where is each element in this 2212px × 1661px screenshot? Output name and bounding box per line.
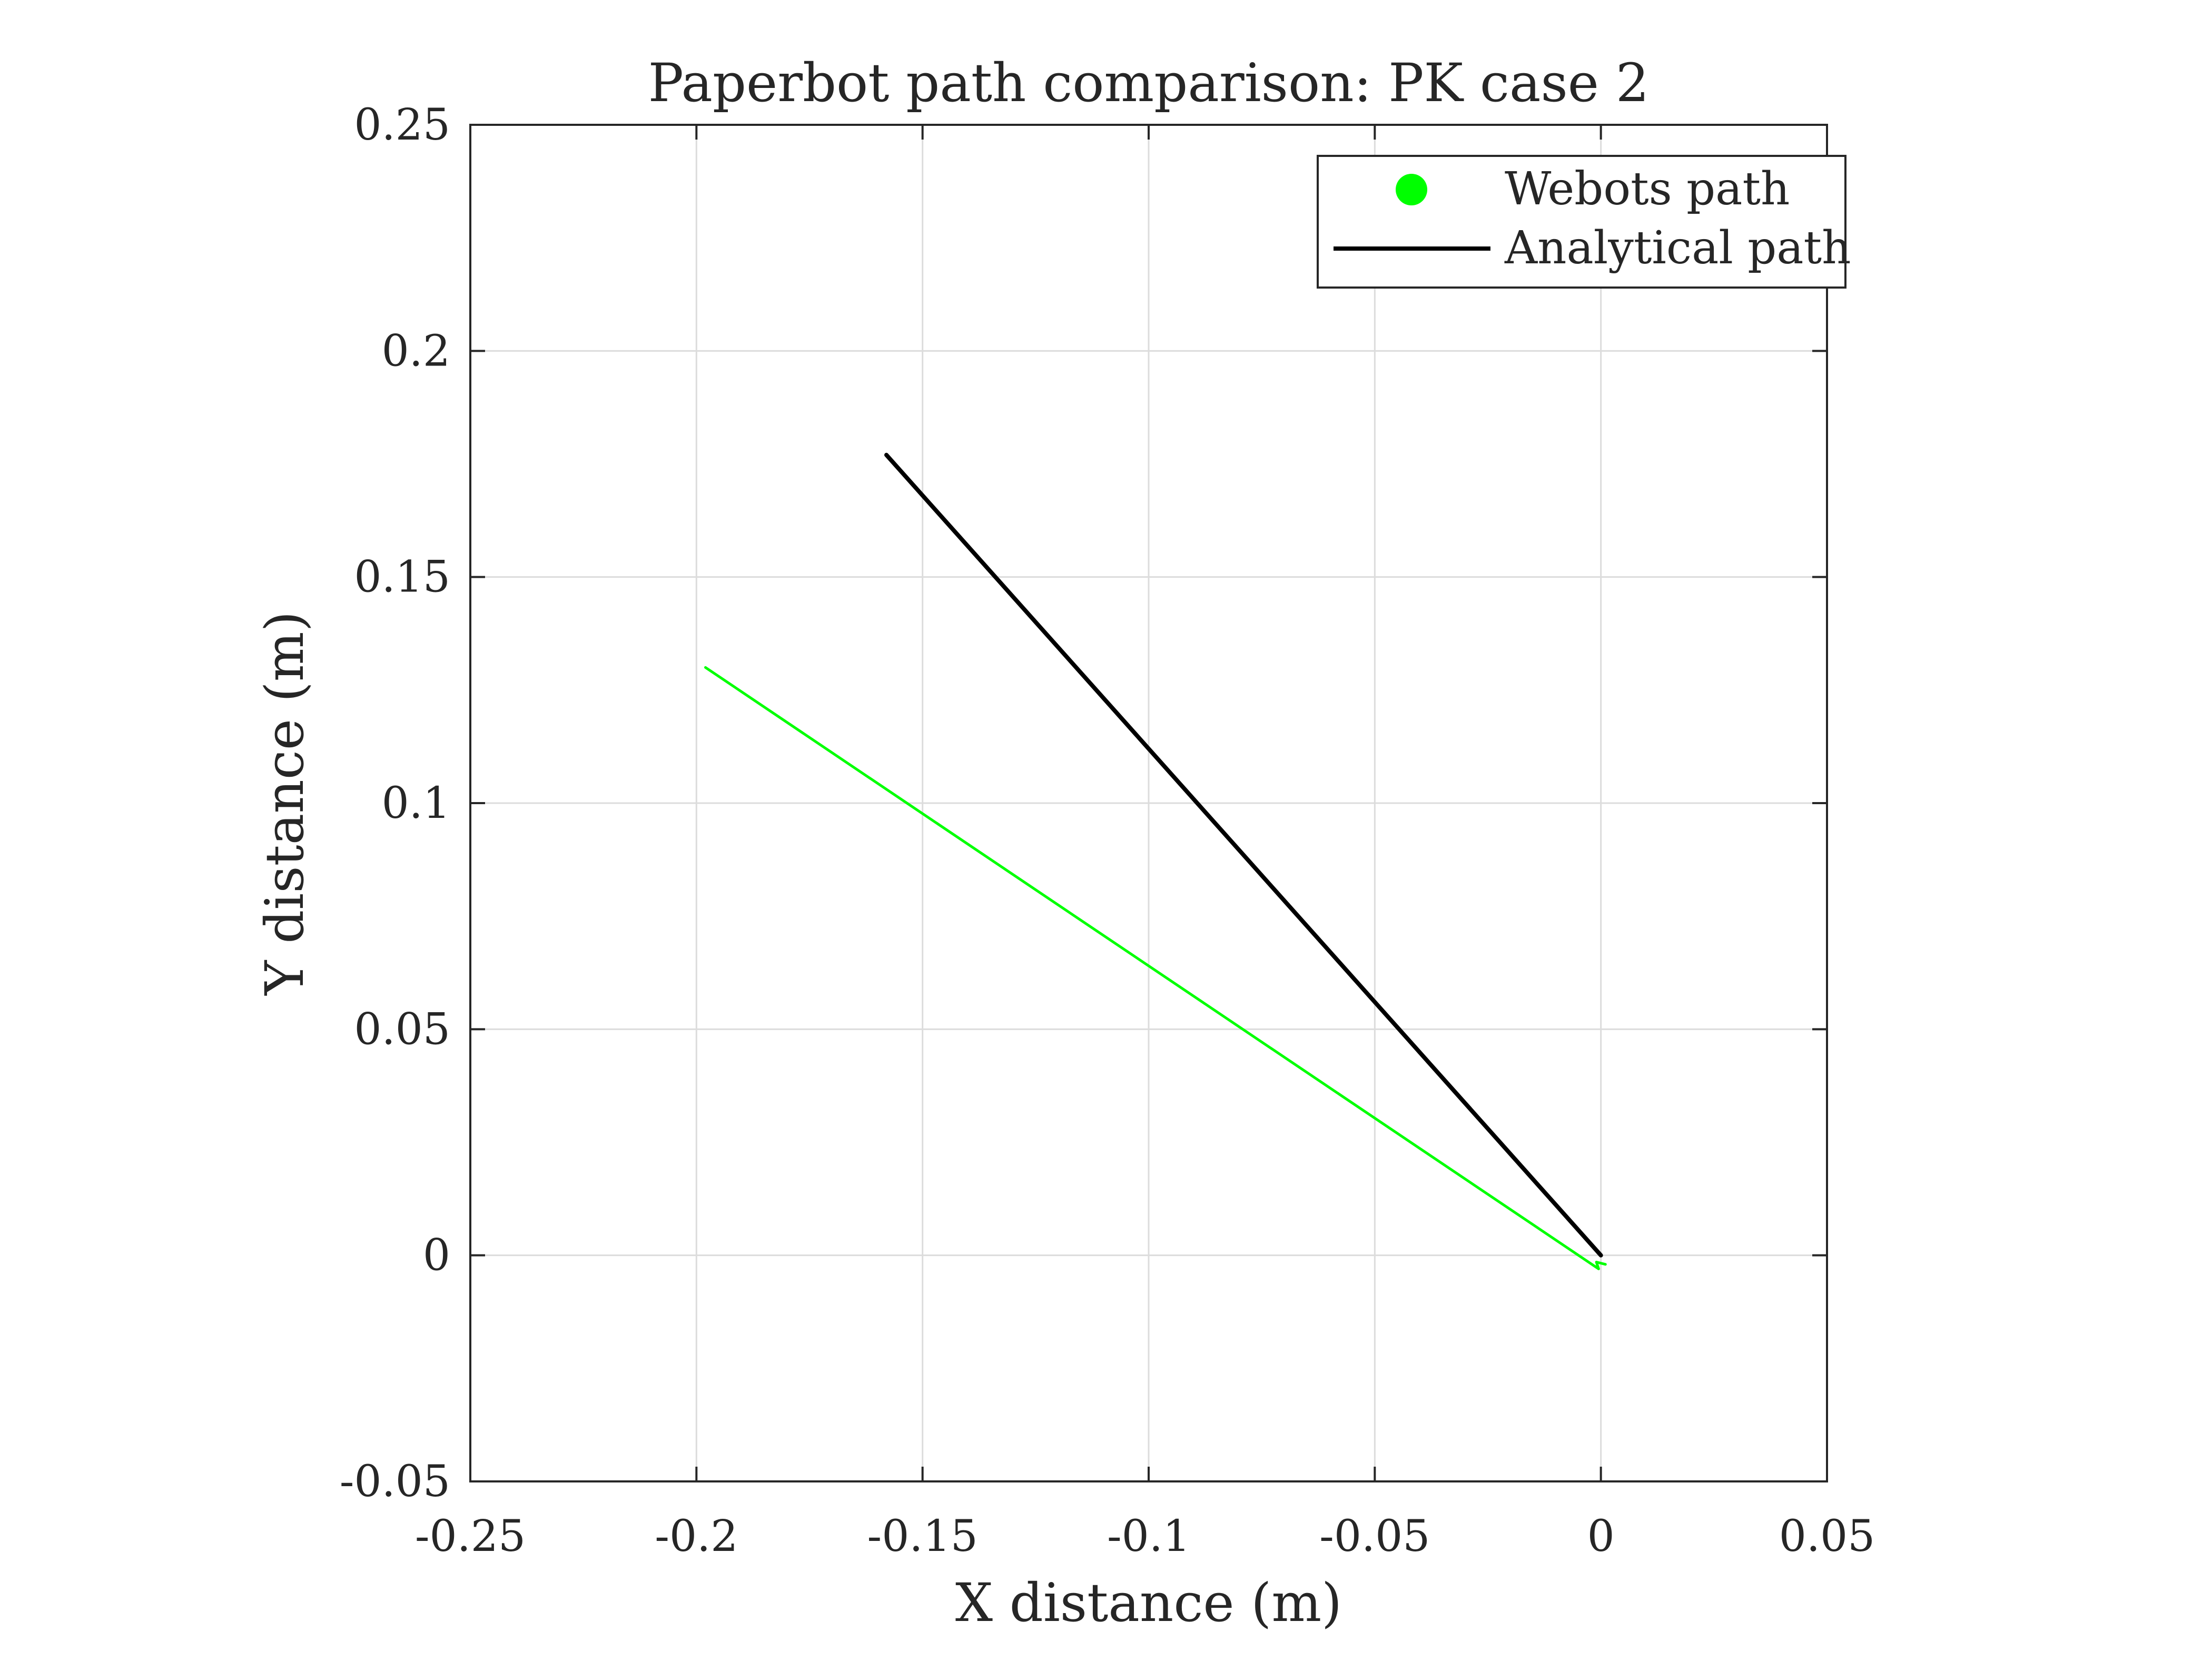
x-tick-label: 0.05 <box>1779 1511 1875 1561</box>
x-tick-label: -0.05 <box>1319 1511 1430 1561</box>
x-tick-label: 0 <box>1587 1511 1615 1561</box>
grid-lines <box>470 125 1827 1481</box>
legend-label: Analytical path <box>1504 222 1851 274</box>
y-tick-label: 0.15 <box>354 552 450 602</box>
series-webots-path-line <box>704 666 1607 1270</box>
series-layer <box>704 452 1607 1270</box>
tick-marks <box>469 124 1828 1482</box>
legend-label: Webots path <box>1505 163 1790 215</box>
y-tick-label: 0.1 <box>382 778 450 828</box>
x-tick-label: -0.2 <box>655 1511 738 1561</box>
y-tick-label: 0.05 <box>354 1004 450 1054</box>
x-tick-label: -0.15 <box>867 1511 978 1561</box>
y-tick-label: 0 <box>423 1231 450 1281</box>
x-tick-labels: -0.25 -0.2 -0.15 -0.1 -0.05 0 0.05 <box>415 1511 1875 1561</box>
x-tick-label: -0.25 <box>415 1511 526 1561</box>
legend: Webots path Analytical path <box>1317 155 1851 289</box>
chart-title: Paperbot path comparison: PK case 2 <box>648 52 1650 114</box>
legend-marker-webots-path <box>1396 174 1427 205</box>
y-tick-label: 0.2 <box>382 326 450 376</box>
series-analytical-path-line <box>884 452 1603 1258</box>
y-tick-label: 0.25 <box>354 100 450 150</box>
y-axis-label: Y distance (m) <box>254 611 315 996</box>
y-tick-labels: -0.05 0 0.05 0.1 0.15 0.2 0.25 <box>340 100 450 1507</box>
y-tick-label: -0.05 <box>340 1457 450 1507</box>
x-axis-label: X distance (m) <box>955 1572 1342 1634</box>
x-tick-label: -0.1 <box>1107 1511 1190 1561</box>
